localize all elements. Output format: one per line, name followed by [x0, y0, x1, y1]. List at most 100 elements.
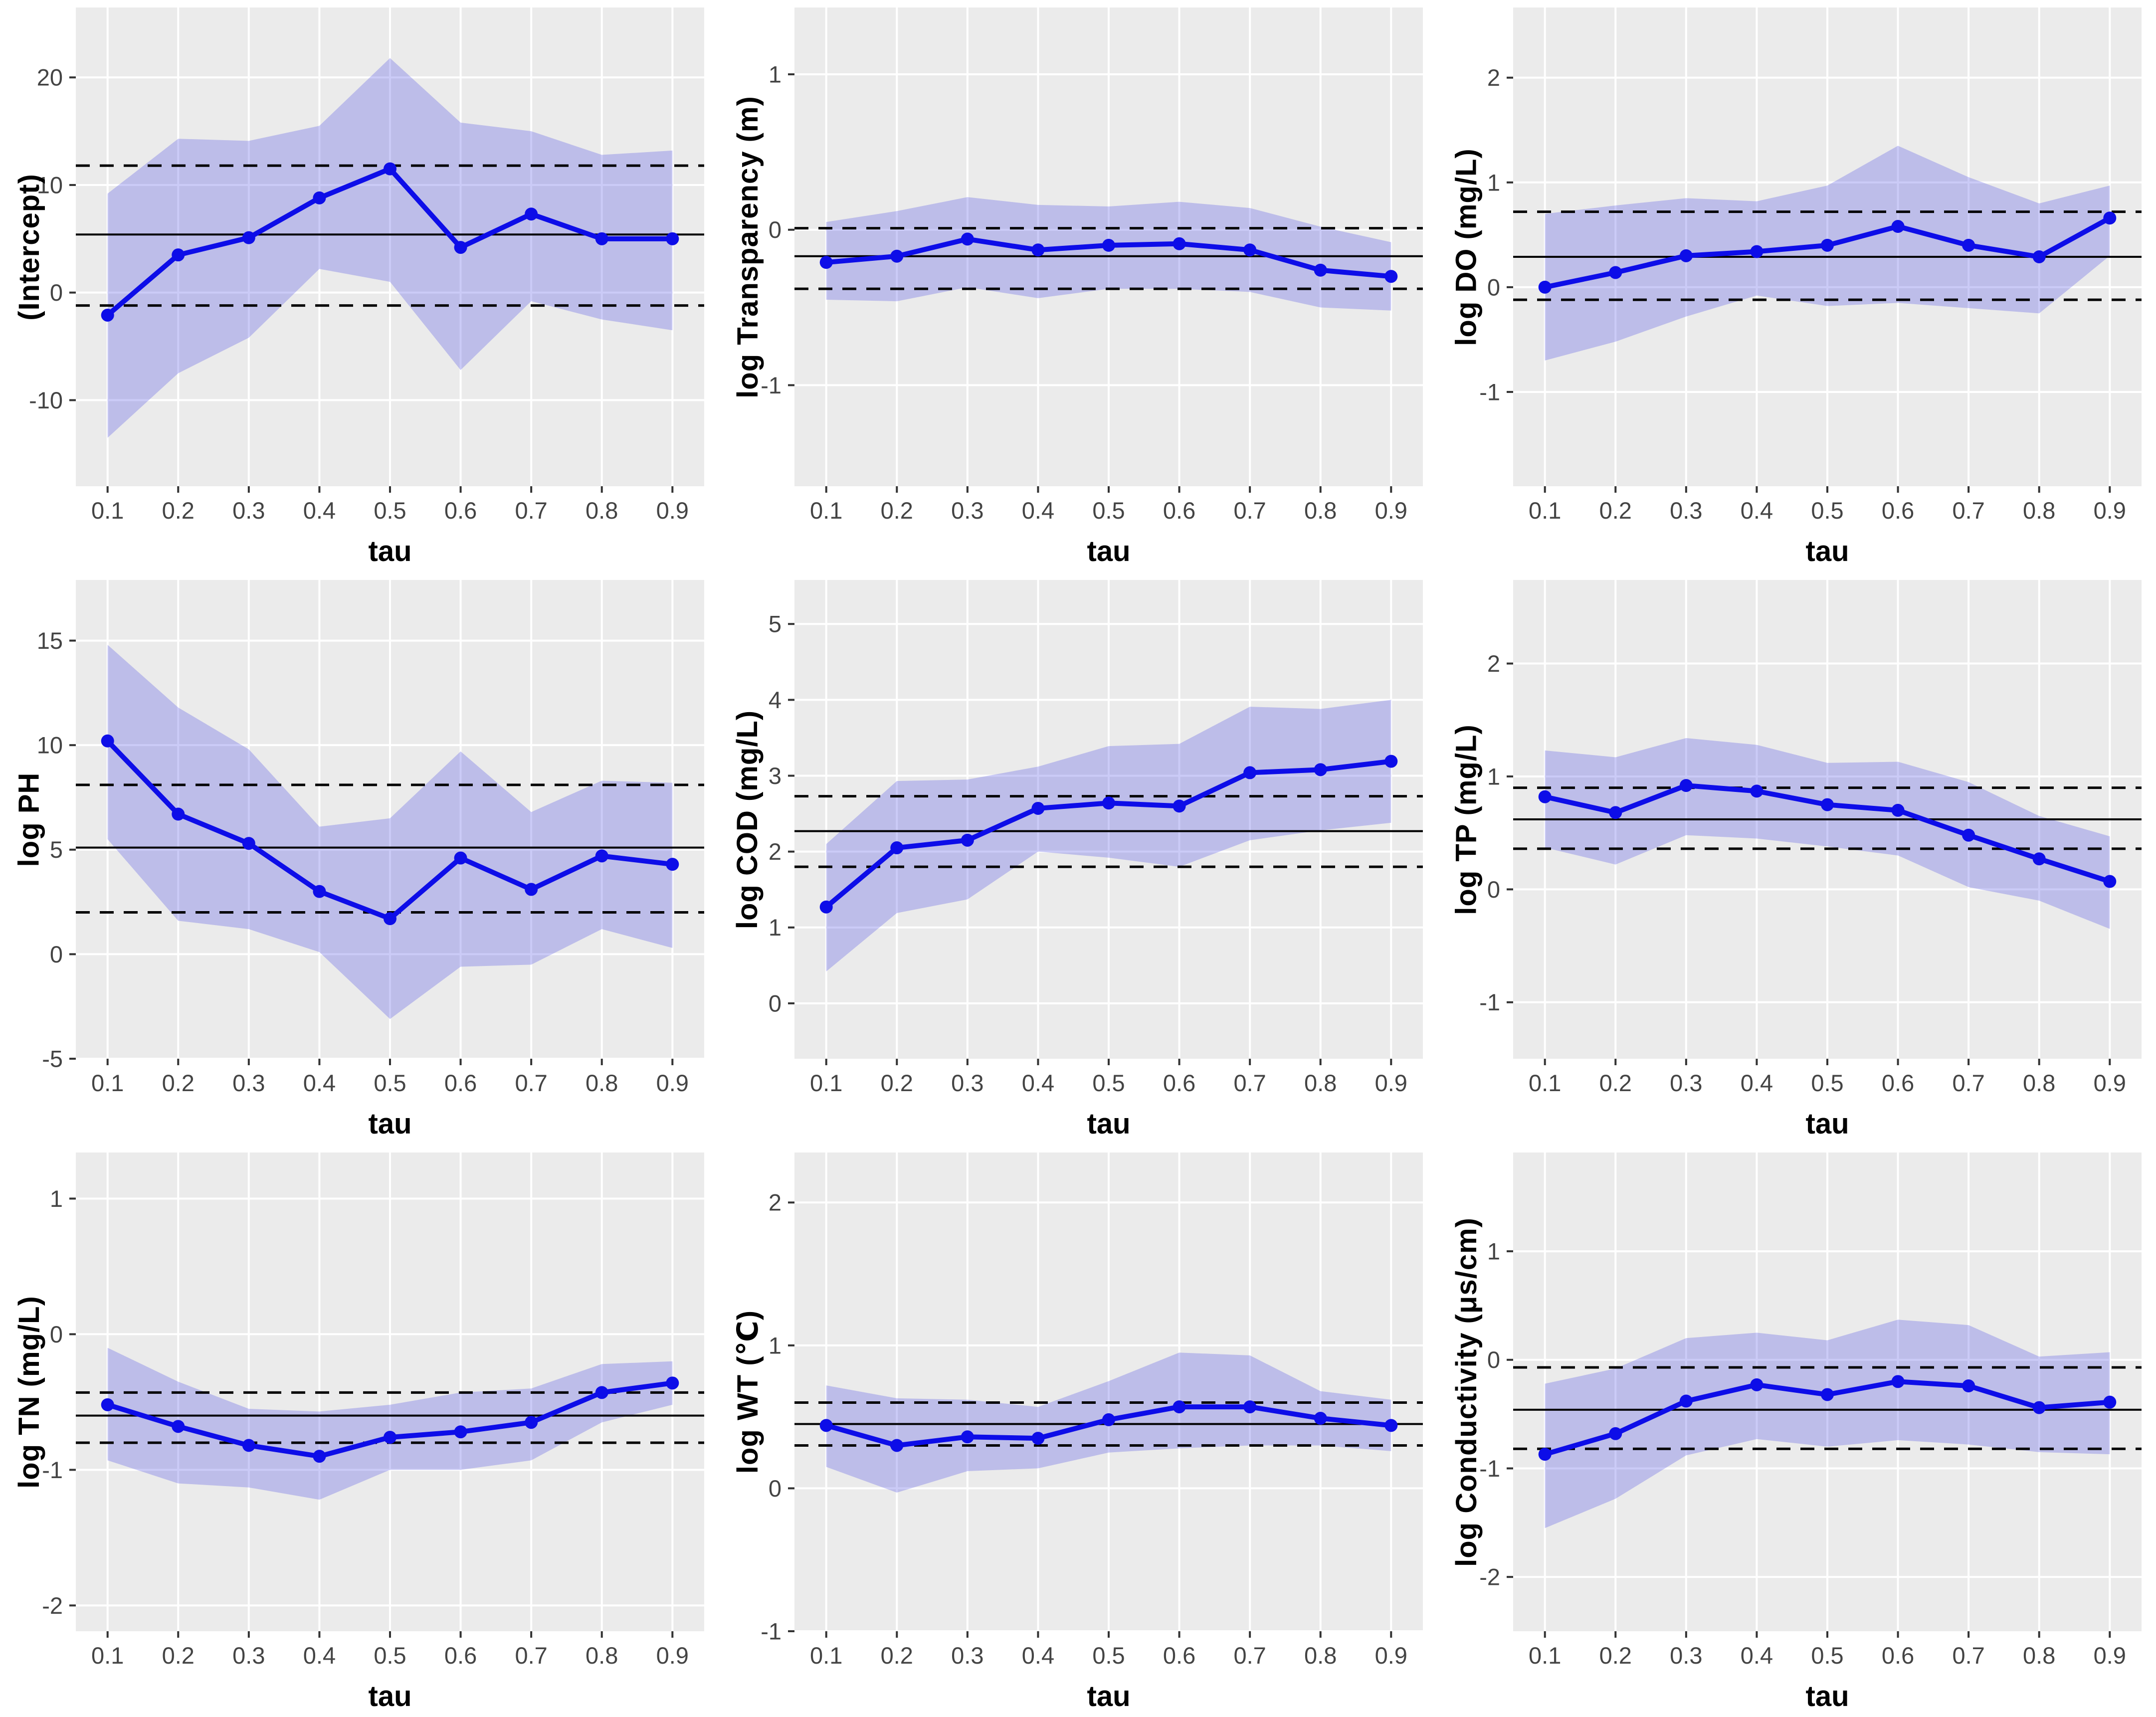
svg-text:0.8: 0.8 [586, 497, 618, 524]
svg-text:20: 20 [37, 64, 63, 91]
svg-text:0.9: 0.9 [2094, 1070, 2126, 1096]
svg-text:0: 0 [769, 990, 782, 1016]
svg-text:1: 1 [769, 61, 782, 87]
svg-text:0.6: 0.6 [1163, 1642, 1195, 1669]
svg-text:1: 1 [769, 1332, 782, 1358]
coef-plot-log-conductivity: 0.1 0.2 0.3 0.4 0.5 0.6 0.7 0.8 0.9 -2 -1 0 1 [1479, 1152, 2142, 1669]
qr-panel-log-transparency: 0.1 0.2 0.3 0.4 0.5 0.6 0.7 0.8 0.9 -1 0 1 log Tran… [719, 0, 1437, 572]
svg-text:0: 0 [769, 216, 782, 243]
qr-panel-log-do: 0.1 0.2 0.3 0.4 0.5 0.6 0.7 0.8 0.9 -1 0 1 2 log DO … [1437, 0, 2156, 572]
svg-text:0.6: 0.6 [1163, 1070, 1195, 1096]
coef-plot-log-transparency: 0.1 0.2 0.3 0.4 0.5 0.6 0.7 0.8 0.9 -1 0 1 [761, 7, 1423, 524]
svg-text:0.7: 0.7 [515, 1642, 547, 1669]
svg-text:0.6: 0.6 [444, 1070, 477, 1096]
svg-text:0: 0 [50, 279, 63, 306]
svg-text:0.9: 0.9 [1375, 497, 1407, 524]
svg-text:0.7: 0.7 [1952, 1642, 1984, 1669]
svg-text:0.5: 0.5 [1092, 1070, 1125, 1096]
svg-text:0.8: 0.8 [2023, 1642, 2055, 1669]
svg-text:0.3: 0.3 [951, 1642, 983, 1669]
svg-text:0.6: 0.6 [1882, 1070, 1914, 1096]
coef-plot-log-ph: 0.1 0.2 0.3 0.4 0.5 0.6 0.7 0.8 0.9 -5 0 5 10 15 [37, 580, 704, 1096]
svg-text:0.4: 0.4 [303, 1642, 336, 1669]
svg-text:0.7: 0.7 [1233, 497, 1266, 524]
svg-text:-5: -5 [42, 1045, 63, 1072]
svg-text:1: 1 [1487, 763, 1500, 789]
svg-text:5: 5 [50, 836, 63, 863]
qr-panel-log-ph: 0.1 0.2 0.3 0.4 0.5 0.6 0.7 0.8 0.9 -5 0 5 10 15 log … [0, 572, 719, 1145]
svg-text:0.4: 0.4 [1741, 497, 1773, 524]
svg-text:1: 1 [1487, 169, 1500, 195]
svg-text:0.1: 0.1 [91, 1070, 124, 1096]
qr-panel-log-conductivity: 0.1 0.2 0.3 0.4 0.5 0.6 0.7 0.8 0.9 -2 -1 0 1 log Co… [1437, 1145, 2156, 1717]
svg-text:0.2: 0.2 [881, 1070, 913, 1096]
svg-text:0.8: 0.8 [2023, 497, 2055, 524]
svg-text:0.4: 0.4 [1022, 1642, 1054, 1669]
svg-text:0.9: 0.9 [2094, 497, 2126, 524]
coef-plot-intercept: 0.1 0.2 0.3 0.4 0.5 0.6 0.7 0.8 0.9 -10 0 10 20 [29, 7, 704, 524]
svg-text:0.2: 0.2 [162, 497, 195, 524]
svg-text:-1: -1 [1479, 379, 1500, 405]
coef-plot-log-do: 0.1 0.2 0.3 0.4 0.5 0.6 0.7 0.8 0.9 -1 0 1 2 [1479, 7, 2142, 524]
svg-text:0.7: 0.7 [1233, 1642, 1266, 1669]
svg-text:10: 10 [37, 172, 63, 198]
svg-text:3: 3 [769, 763, 782, 789]
svg-text:2: 2 [1487, 64, 1500, 91]
svg-text:4: 4 [769, 687, 782, 713]
svg-text:0.9: 0.9 [656, 1642, 689, 1669]
svg-text:0.5: 0.5 [374, 1070, 406, 1096]
qr-panel-log-cod: 0.1 0.2 0.3 0.4 0.5 0.6 0.7 0.8 0.9 0 1 2 3 4 5 log CO… [719, 572, 1437, 1145]
svg-text:0: 0 [1487, 274, 1500, 300]
svg-text:0.6: 0.6 [444, 497, 477, 524]
qr-panel-log-tp: 0.1 0.2 0.3 0.4 0.5 0.6 0.7 0.8 0.9 -1 0 1 2 log TP … [1437, 572, 2156, 1145]
coef-plot-log-tp: 0.1 0.2 0.3 0.4 0.5 0.6 0.7 0.8 0.9 -1 0 1 2 [1479, 580, 2142, 1096]
svg-text:0.5: 0.5 [1811, 1070, 1843, 1096]
svg-text:0.4: 0.4 [1022, 497, 1054, 524]
svg-text:2: 2 [1487, 650, 1500, 677]
svg-text:2: 2 [769, 838, 782, 865]
svg-text:0.5: 0.5 [374, 1642, 406, 1669]
svg-text:0.5: 0.5 [1092, 1642, 1125, 1669]
svg-text:0.9: 0.9 [1375, 1070, 1407, 1096]
svg-text:-10: -10 [29, 387, 63, 413]
svg-text:0.6: 0.6 [1163, 497, 1195, 524]
svg-text:0: 0 [50, 1321, 63, 1347]
svg-text:0.9: 0.9 [1375, 1642, 1407, 1669]
svg-text:0.2: 0.2 [162, 1642, 195, 1669]
svg-text:0.7: 0.7 [1233, 1070, 1266, 1096]
svg-text:0.1: 0.1 [1529, 1642, 1561, 1669]
svg-text:0.2: 0.2 [1599, 497, 1632, 524]
svg-text:0.5: 0.5 [374, 497, 406, 524]
coef-plot-log-tn: 0.1 0.2 0.3 0.4 0.5 0.6 0.7 0.8 0.9 -2 -1 0 1 [42, 1152, 704, 1669]
svg-text:0.8: 0.8 [586, 1642, 618, 1669]
svg-text:0.3: 0.3 [1670, 1642, 1702, 1669]
svg-text:0.5: 0.5 [1811, 497, 1843, 524]
svg-text:0.1: 0.1 [1529, 497, 1561, 524]
svg-text:0.9: 0.9 [656, 497, 689, 524]
svg-text:-1: -1 [42, 1457, 63, 1483]
svg-text:0.4: 0.4 [303, 1070, 336, 1096]
svg-text:0.3: 0.3 [232, 497, 265, 524]
coef-plot-log-wt: 0.1 0.2 0.3 0.4 0.5 0.6 0.7 0.8 0.9 -1 0 1 2 [761, 1152, 1423, 1669]
svg-text:0.1: 0.1 [810, 497, 842, 524]
svg-text:0.2: 0.2 [1599, 1642, 1632, 1669]
svg-text:0: 0 [769, 1475, 782, 1502]
svg-text:0.1: 0.1 [1529, 1070, 1561, 1096]
svg-text:1: 1 [769, 914, 782, 941]
qr-panel-intercept: 0.1 0.2 0.3 0.4 0.5 0.6 0.7 0.8 0.9 -10 0 10 20 (Int… [0, 0, 719, 572]
svg-text:0.9: 0.9 [2094, 1642, 2126, 1669]
svg-text:0: 0 [1487, 1346, 1500, 1373]
svg-text:0.4: 0.4 [1741, 1642, 1773, 1669]
svg-text:-2: -2 [1479, 1564, 1500, 1590]
svg-text:0.3: 0.3 [1670, 497, 1702, 524]
svg-text:0.3: 0.3 [951, 1070, 983, 1096]
svg-text:0.3: 0.3 [232, 1070, 265, 1096]
svg-text:-1: -1 [761, 1618, 782, 1644]
svg-text:0.8: 0.8 [2023, 1070, 2055, 1096]
svg-text:1: 1 [1487, 1238, 1500, 1265]
svg-text:0.2: 0.2 [1599, 1070, 1632, 1096]
svg-text:0.6: 0.6 [444, 1642, 477, 1669]
svg-text:0.8: 0.8 [1304, 1642, 1337, 1669]
svg-text:0.8: 0.8 [586, 1070, 618, 1096]
